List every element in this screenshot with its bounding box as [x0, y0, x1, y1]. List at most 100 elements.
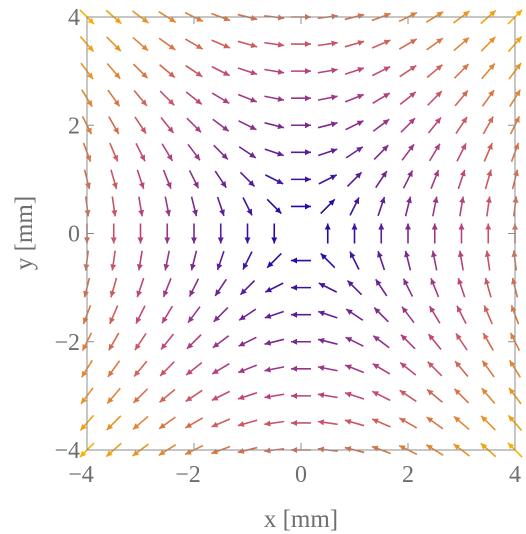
- field-arrow-head: [355, 172, 362, 179]
- field-arrow-head: [484, 278, 491, 285]
- field-arrow-head: [357, 67, 364, 73]
- field-arrow-head: [305, 95, 311, 102]
- field-arrow-head: [428, 333, 435, 341]
- field-arrow: [459, 196, 466, 217]
- field-arrow: [484, 277, 492, 298]
- field-arrow-head: [409, 65, 417, 72]
- field-arrow: [211, 390, 231, 402]
- field-arrow: [317, 40, 338, 47]
- field-arrow: [291, 392, 311, 399]
- field-arrow: [453, 63, 470, 79]
- field-arrow: [375, 278, 388, 297]
- field-arrow: [399, 361, 417, 376]
- field-arrow-head: [435, 64, 443, 71]
- field-arrow-head: [274, 207, 282, 214]
- field-arrow-head: [382, 119, 390, 126]
- y-axis-title: y [mm]: [11, 196, 38, 270]
- y-tick-label: −2: [54, 330, 80, 356]
- field-arrow-head: [250, 96, 257, 103]
- field-arrow-head: [134, 369, 141, 377]
- field-arrow: [481, 89, 495, 107]
- field-arrow: [344, 93, 365, 103]
- field-arrow: [317, 365, 338, 372]
- field-arrow: [431, 223, 438, 244]
- field-arrow: [237, 93, 258, 103]
- field-arrow-head: [87, 45, 94, 52]
- field-arrow: [371, 39, 391, 49]
- field-arrow: [400, 334, 416, 350]
- field-arrow: [135, 143, 146, 162]
- field-arrow: [456, 143, 467, 162]
- field-arrow-head: [402, 306, 408, 314]
- field-arrow-head: [429, 306, 436, 313]
- field-arrow-head: [237, 421, 245, 427]
- field-arrow-head: [399, 417, 407, 424]
- field-arrow: [244, 223, 251, 244]
- field-arrow: [346, 279, 363, 296]
- field-arrow-head: [344, 418, 352, 425]
- field-arrow: [264, 148, 284, 157]
- field-arrow-head: [331, 94, 338, 101]
- field-arrow-head: [140, 99, 147, 106]
- field-arrow-head: [457, 278, 464, 285]
- field-arrow-head: [426, 417, 434, 424]
- field-arrow: [371, 390, 391, 402]
- field-arrow-head: [459, 196, 466, 203]
- field-arrow-head: [238, 394, 245, 400]
- field-arrow-head: [132, 450, 140, 456]
- field-arrow-head: [460, 143, 466, 151]
- field-arrow: [264, 420, 285, 427]
- field-arrow-head: [141, 44, 149, 51]
- field-arrow-head: [141, 71, 148, 79]
- field-arrow-head: [277, 150, 284, 157]
- field-arrow: [108, 332, 120, 351]
- field-arrow-head: [406, 196, 412, 204]
- field-arrow: [238, 308, 257, 321]
- field-arrow-head: [216, 263, 223, 271]
- field-arrow: [317, 121, 338, 129]
- field-arrow-head: [436, 11, 444, 18]
- field-arrow-head: [141, 17, 149, 23]
- field-arrow: [159, 361, 175, 377]
- field-arrow: [213, 307, 229, 323]
- field-arrow-head: [277, 68, 285, 75]
- field-arrow: [399, 389, 417, 403]
- field-arrow: [185, 361, 203, 376]
- field-arrow: [216, 196, 225, 217]
- field-arrow: [211, 65, 231, 77]
- field-arrow-head: [408, 118, 416, 125]
- field-arrow-head: [383, 39, 391, 46]
- field-arrow-head: [331, 40, 338, 47]
- field-arrow-head: [372, 363, 380, 370]
- field-arrow-head: [407, 170, 413, 178]
- field-arrow: [482, 332, 494, 351]
- field-arrow-head: [320, 253, 328, 260]
- field-arrow-head: [427, 361, 435, 369]
- field-arrow-head: [461, 116, 468, 124]
- field-arrow-head: [356, 146, 363, 153]
- field-arrow: [237, 364, 258, 374]
- field-arrow: [238, 336, 257, 347]
- field-arrow-head: [250, 42, 258, 49]
- field-arrow-head: [166, 154, 173, 161]
- field-arrow-head: [305, 149, 311, 156]
- field-arrow: [428, 143, 441, 162]
- field-arrow-head: [330, 148, 338, 154]
- field-arrow-head: [357, 93, 364, 100]
- field-arrow: [264, 41, 285, 48]
- field-arrow: [401, 306, 415, 324]
- field-arrow: [185, 91, 203, 106]
- field-arrow-head: [264, 366, 271, 373]
- field-arrow: [372, 118, 390, 132]
- field-arrow-head: [345, 364, 352, 371]
- x-tick-label: 2: [402, 462, 414, 488]
- field-arrow: [291, 203, 311, 210]
- field-arrow: [211, 362, 230, 375]
- field-arrow-head: [107, 396, 114, 404]
- field-arrow: [138, 196, 145, 217]
- field-arrow: [291, 68, 311, 75]
- field-arrow-head: [374, 307, 381, 314]
- field-arrow: [110, 250, 117, 271]
- field-arrow-head: [264, 420, 271, 427]
